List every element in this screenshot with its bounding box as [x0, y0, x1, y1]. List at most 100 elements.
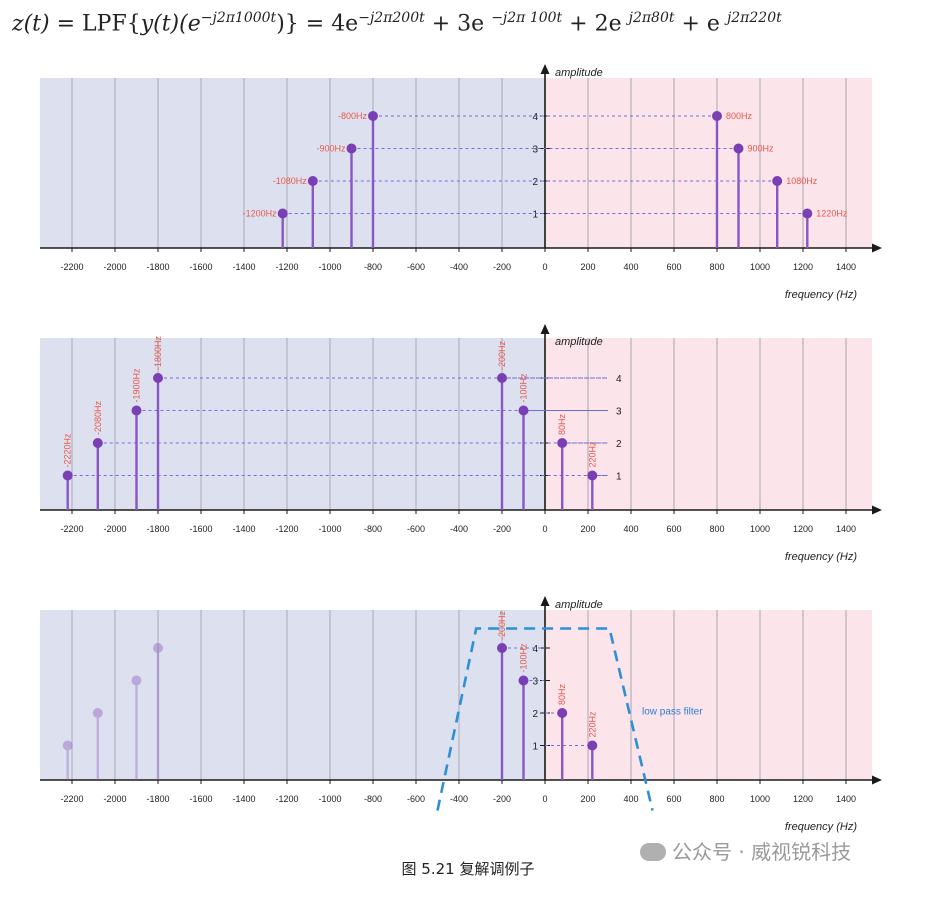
- stem-7: 80Hz: [557, 413, 608, 510]
- stem-7: 1080Hz: [608, 176, 818, 248]
- y-tick-label: 2: [616, 439, 622, 450]
- x-tick-label: 1000: [750, 794, 770, 804]
- stem-label: -100Hz: [519, 373, 529, 403]
- x-tick-label: -1200: [275, 524, 298, 534]
- x-tick-label: -2000: [103, 794, 126, 804]
- x-tick-label: -1600: [189, 262, 212, 272]
- x-tick-label: 800: [709, 794, 724, 804]
- x-tick-label: -600: [407, 794, 425, 804]
- x-tick-label: 0: [542, 262, 547, 272]
- stem-8: 1220Hz: [608, 208, 848, 248]
- stem-6: 900Hz: [608, 143, 774, 248]
- stem-dot: [587, 740, 598, 751]
- stem-label: -1900Hz: [132, 368, 142, 403]
- stem-label: 800Hz: [726, 111, 753, 121]
- x-tick-label: -800: [364, 524, 382, 534]
- stem-dot: [131, 675, 142, 686]
- stem-label: -2220Hz: [63, 433, 73, 468]
- x-tick-label: -600: [407, 524, 425, 534]
- stem-5: 800Hz: [608, 111, 753, 248]
- x-tick-label: -1400: [232, 524, 255, 534]
- x-tick-label: -200: [493, 262, 511, 272]
- x-tick-label: 800: [709, 524, 724, 534]
- x-tick-label: -1200: [275, 794, 298, 804]
- chart-3: -2200 -2000 -1800 -1600 -1400 -1200 -1000 -800-…: [40, 596, 882, 833]
- y-tick-label: 3: [532, 677, 538, 688]
- x-tick-label: 800: [709, 262, 724, 272]
- x-tick-label: 600: [666, 794, 681, 804]
- x-tick-label: -2000: [103, 524, 126, 534]
- y-tick-label: 1: [532, 210, 538, 221]
- stem-3: -1900Hz: [131, 368, 608, 510]
- stem-4: -800Hz: [338, 111, 608, 248]
- stem-label: -2080Hz: [93, 400, 103, 435]
- stem-1: [62, 740, 73, 780]
- positive-band: [545, 610, 872, 780]
- x-tick-label: -1800: [146, 524, 169, 534]
- y-axis-arrow: [540, 324, 550, 334]
- y-tick-label: 2: [532, 177, 538, 188]
- x-tick-label: -400: [450, 262, 468, 272]
- x-tick-label: -1600: [189, 794, 212, 804]
- negative-band: [40, 338, 545, 510]
- stem-dot: [346, 143, 357, 154]
- stem-5: -200Hz: [497, 610, 545, 780]
- stem-dot: [368, 111, 378, 121]
- stem-dot: [307, 176, 318, 186]
- stem-label: -1200Hz: [243, 209, 278, 219]
- x-tick-label: 1400: [836, 262, 856, 272]
- x-tick-label: -1600: [189, 524, 212, 534]
- stem-dot: [587, 470, 598, 481]
- eq-exp-2: −j2π200t: [358, 10, 425, 26]
- eq-lhs: z(t): [12, 11, 50, 37]
- x-tick-label: 0: [542, 794, 547, 804]
- stem-dot: [518, 675, 529, 686]
- x-tick-label: 600: [666, 524, 681, 534]
- x-axis-arrow: [872, 775, 882, 785]
- stem-dot: [733, 143, 744, 154]
- stem-2: [92, 708, 103, 780]
- eq-exp-3: −j2π 100t: [491, 10, 563, 26]
- y-tick-label: 3: [532, 145, 538, 156]
- equation: z(t) = LPF{y(t)(e−j2π1000t)} = 4e−j2π200…: [12, 10, 782, 36]
- filter-label: low pass filter: [642, 707, 703, 718]
- y-axis-arrow: [540, 64, 550, 74]
- positive-band: [545, 78, 872, 248]
- x-tick-label: -1000: [318, 262, 341, 272]
- stem-label: -200Hz: [497, 340, 507, 370]
- x-tick-label: 1000: [750, 262, 770, 272]
- stem-dot: [802, 208, 813, 219]
- x-tick-label: 1400: [836, 794, 856, 804]
- x-tick-label: -600: [407, 262, 425, 272]
- stem-label: -800Hz: [338, 111, 368, 121]
- stem-3: -900Hz: [316, 143, 608, 248]
- stem-label: -900Hz: [316, 144, 346, 154]
- x-axis-title: frequency (Hz): [785, 821, 857, 833]
- stem-3: [131, 675, 142, 780]
- x-axis-title: frequency (Hz): [785, 289, 857, 301]
- stem-label: -1800Hz: [153, 335, 163, 370]
- stem-4: [153, 643, 163, 780]
- watermark-text: 公众号 · 威视锐科技: [672, 840, 852, 864]
- positive-band: [545, 338, 872, 510]
- stem-label: -1080Hz: [273, 176, 308, 186]
- figure-caption: 图 5.21 复解调例子: [401, 860, 535, 878]
- x-axis-arrow: [872, 243, 882, 253]
- y-tick-label: 1: [532, 742, 538, 753]
- stem-dot: [62, 470, 73, 481]
- x-tick-label: -1000: [318, 524, 341, 534]
- stem-label: -100Hz: [519, 643, 529, 673]
- x-tick-label: 1200: [793, 262, 813, 272]
- eq-exp-4: j2π80t: [628, 10, 675, 26]
- x-tick-label: 400: [623, 524, 638, 534]
- x-axis-arrow: [872, 505, 882, 515]
- wechat-icon: [640, 843, 666, 861]
- stem-dot: [153, 643, 163, 653]
- x-tick-label: -1800: [146, 262, 169, 272]
- stem-dot: [277, 208, 288, 219]
- stem-label: 80Hz: [557, 413, 567, 435]
- stem-6: -100Hz: [518, 373, 608, 510]
- x-tick-label: 200: [580, 794, 595, 804]
- stem-dot: [497, 373, 507, 383]
